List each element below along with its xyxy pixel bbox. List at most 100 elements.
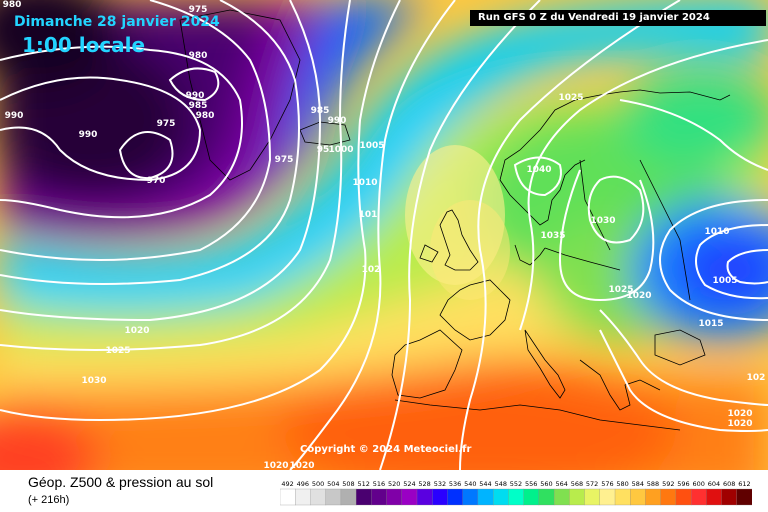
copyright-notice: Copyright © 2024 Meteociel.fr <box>300 444 472 455</box>
isobar-label: 1040 <box>526 165 551 175</box>
parameter-label: Géop. Z500 & pression au sol <box>28 474 214 490</box>
isobar-label: 1025 <box>558 93 583 103</box>
legend-swatch <box>508 488 525 506</box>
isobar-label: 1005 <box>712 276 737 286</box>
isobar-label: 1010 <box>352 178 377 188</box>
isobar-label: 990 <box>79 130 98 140</box>
legend-swatch <box>416 488 433 506</box>
isobar-label: 985 <box>311 106 330 116</box>
forecast-date: Dimanche 28 janvier 2024 <box>14 14 220 30</box>
legend-swatch <box>371 488 388 506</box>
legend-swatch <box>690 488 707 506</box>
legend-swatch <box>355 488 372 506</box>
isobar-label: 1020 <box>289 461 314 470</box>
isobar-label: 1035 <box>540 231 565 241</box>
isobar-label: 1025 <box>105 346 130 356</box>
legend-swatch <box>569 488 585 506</box>
legend-swatch <box>675 488 692 506</box>
legend-swatch <box>538 488 555 506</box>
isobar-label: 975 <box>275 155 294 165</box>
isobar-label: 95 <box>317 145 330 155</box>
isobar-label: 1030 <box>590 216 615 226</box>
legend-tick-label: 608 <box>723 480 735 488</box>
legend-swatch <box>660 488 677 506</box>
isobar-label: 1010 <box>704 227 729 237</box>
legend-tick-label: 596 <box>677 480 689 488</box>
isobar-label: 990 <box>5 111 24 121</box>
legend-tick-label: 512 <box>357 480 369 488</box>
legend-tick-label: 560 <box>540 480 552 488</box>
isobar-label: 975 <box>157 119 176 129</box>
isobar-label: 1005 <box>359 141 384 151</box>
legend-swatch <box>432 488 448 506</box>
legend-tick-label: 528 <box>418 480 430 488</box>
legend-tick-label: 544 <box>479 480 491 488</box>
legend-tick-label: 516 <box>373 480 385 488</box>
isobar-label: 980 <box>3 0 22 10</box>
isobar-label: 1030 <box>81 376 106 386</box>
legend-swatch <box>325 488 342 506</box>
legend-swatch <box>553 488 570 506</box>
legend-swatch <box>706 488 722 506</box>
isobar-label: 980 <box>189 51 208 61</box>
legend-tick-label: 552 <box>510 480 522 488</box>
color-legend: 492 496 500 504 508 512 516 520 524 528 532 536 540 5… <box>280 480 752 506</box>
legend-swatch <box>401 488 418 506</box>
legend-tick-label: 492 <box>281 480 293 488</box>
legend-swatch <box>584 488 601 506</box>
legend-swatch <box>614 488 631 506</box>
legend-swatch <box>721 488 738 506</box>
isobar-label: 985 <box>189 101 208 111</box>
isobar-label: 1020 <box>727 409 752 419</box>
legend-tick-label: 532 <box>434 480 446 488</box>
legend-swatch <box>630 488 646 506</box>
isobar-labels: 980 9759809909859809909759909709859909759… <box>3 0 766 470</box>
legend-tick-label: 524 <box>403 480 415 488</box>
legend-tick-label: 584 <box>632 480 644 488</box>
isobar-label: 990 <box>328 116 347 126</box>
isobar-label: 102 <box>747 373 766 383</box>
legend-tick-label: 604 <box>708 480 720 488</box>
isobar-label: 990 <box>186 91 205 101</box>
legend-swatch <box>280 488 296 506</box>
legend-tick-label: 568 <box>571 480 583 488</box>
legend-tick-label: 504 <box>327 480 339 488</box>
isobar-label: 1025 <box>608 285 633 295</box>
isobar-label: 1000 <box>328 145 353 155</box>
isobar-label: 975 <box>189 5 208 15</box>
legend-tick-label: 576 <box>601 480 613 488</box>
isobar-label: 1020 <box>727 419 752 429</box>
isobar-label: 980 <box>196 111 215 121</box>
legend-tick-label: 500 <box>312 480 324 488</box>
legend-tick-label: 600 <box>692 480 704 488</box>
legend-tick-label: 556 <box>525 480 537 488</box>
legend-swatch <box>599 488 616 506</box>
isobar-label: 101 <box>359 210 378 220</box>
legend-swatch <box>295 488 311 506</box>
isobar-label: 1020 <box>124 326 149 336</box>
coastlines <box>179 9 731 431</box>
legend-tick-label: 520 <box>388 480 400 488</box>
legend-swatch <box>310 488 327 506</box>
legend-tick-label: 540 <box>464 480 476 488</box>
legend-swatch <box>447 488 464 506</box>
legend-swatch <box>493 488 509 506</box>
legend-swatch <box>736 488 752 506</box>
legend-tick-label: 580 <box>616 480 628 488</box>
legend-tick-label: 592 <box>662 480 674 488</box>
legend-tick-label: 536 <box>449 480 461 488</box>
isobar-label: 102 <box>362 265 381 275</box>
forecast-hour: 1:00 locale <box>22 33 146 57</box>
isobar-label: 1015 <box>698 319 723 329</box>
legend-swatch <box>523 488 540 506</box>
run-info-banner: Run GFS 0 Z du Vendredi 19 janvier 2024 <box>470 10 766 26</box>
isobar-label: 1020 <box>626 291 651 301</box>
isobar-label: 970 <box>147 176 166 186</box>
isobar-lines <box>0 0 768 470</box>
legend-tick-label: 572 <box>586 480 598 488</box>
legend-tick-label: 612 <box>738 480 750 488</box>
legend-tick-label: 508 <box>342 480 354 488</box>
legend-swatch <box>386 488 403 506</box>
legend-tick-label: 588 <box>647 480 659 488</box>
